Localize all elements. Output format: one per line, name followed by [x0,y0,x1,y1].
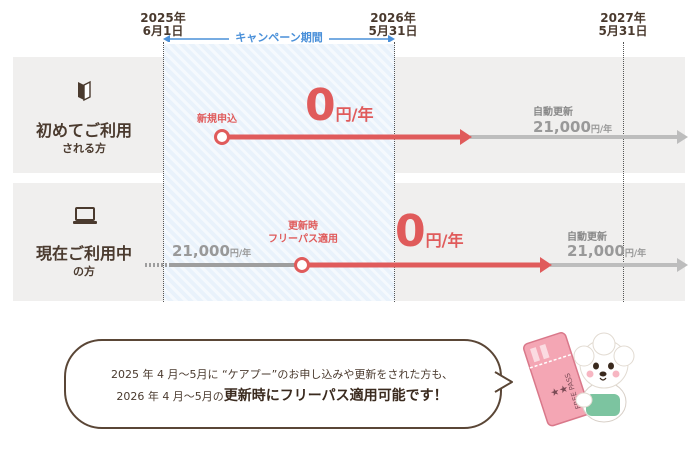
ticket-stars: ★★ [549,383,569,399]
speech-bubble-tail [494,371,513,393]
campaign-label: キャンペーン期間 [229,31,329,44]
date-line-start [163,42,164,302]
row1-start-marker [214,129,230,145]
row1-price-unit: 円/年 [335,105,374,124]
row2-prev-price: 21,000円/年 [172,242,252,260]
row2-price: 0円/年 [395,210,463,254]
bubble-line1: 2025 年 4 月～5月に “ケアプー”のお申し込みや更新をされた方も、 [110,368,454,381]
date-start: 2025年 6月1日 [140,11,186,38]
row2-title: 現在ご利用中 [35,244,132,263]
laptop-icon [73,207,97,224]
date-line-mid [394,42,395,302]
beginner-mark-icon [78,80,91,102]
row2-free-arrowhead [540,257,552,273]
row2-start-marker [294,257,310,273]
row2-start-label: 更新時 フリーパス適用 [268,221,338,245]
bubble-highlight: 更新時にフリーパス適用可能です！ [223,388,448,404]
row1-renew-price: 21,000円/年 [533,118,613,136]
row1-renew-arrowhead [677,130,688,144]
row1-price: 0円/年 [305,84,373,128]
row2-subtitle: の方 [73,265,95,278]
date-line-end [623,42,624,302]
row1-subtitle: される方 [62,142,106,155]
date-end: 2027年 5月31日 [598,11,648,38]
row2-price-unit: 円/年 [425,231,464,250]
row1-price-value: 0 [305,80,336,131]
date-mid: 2026年 5月31日 [368,11,418,38]
speech-bubble [64,339,502,429]
mascot-dog-with-ticket: ★★ FREE PASS [523,332,635,427]
row1-free-arrowhead [460,129,472,145]
row2-renew-label: 自動更新 [567,232,607,243]
row1-renew-label: 自動更新 [533,107,573,118]
campaign-shaded-area [164,44,395,301]
row2-price-value: 0 [395,206,426,257]
row1-start-label: 新規申込 [197,114,237,125]
row2-renew-price: 21,000円/年 [567,242,647,260]
row1-title: 初めてご利用 [35,121,132,140]
row2-renew-arrowhead [677,258,688,272]
bubble-line2: 2026 年 4 月～5月の更新時にフリーパス適用可能です！ [116,388,448,404]
